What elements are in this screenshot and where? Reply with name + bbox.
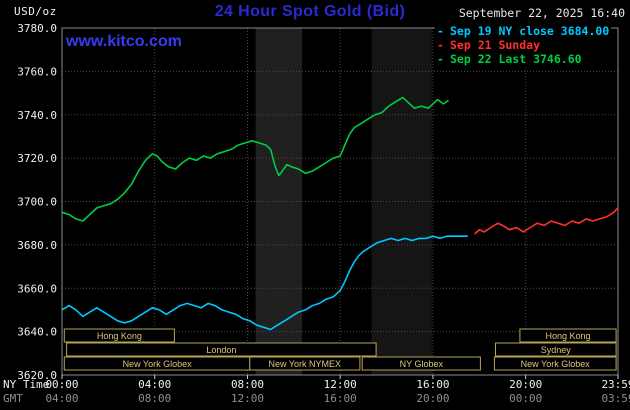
svg-text:Hong Kong: Hong Kong	[97, 331, 142, 341]
svg-text:08:00: 08:00	[231, 378, 264, 391]
svg-text:3660.0: 3660.0	[17, 282, 57, 295]
legend-label: Sep 21 Sunday	[450, 38, 541, 52]
svg-text:Hong Kong: Hong Kong	[545, 331, 590, 341]
svg-text:08:00: 08:00	[138, 392, 171, 405]
price-line-sep19	[61, 235, 468, 331]
session-box: New York NYMEX	[249, 356, 361, 371]
legend-item: - Sep 19 NY close 3684.00	[437, 24, 609, 38]
svg-text:20:00: 20:00	[416, 392, 449, 405]
svg-text:3720.0: 3720.0	[17, 152, 57, 165]
legend-item: - Sep 22 Last 3746.60	[437, 52, 609, 66]
market-sessions: Hong Kong Hong Kong London Sydney New York G…	[63, 328, 617, 371]
svg-text:04:00: 04:00	[138, 378, 171, 391]
grid-lines	[62, 28, 618, 375]
svg-text:Sydney: Sydney	[541, 345, 572, 355]
datetime-label: September 22, 2025 16:40	[458, 6, 625, 20]
legend-dash-icon: -	[437, 52, 444, 66]
kitco-watermark-link[interactable]: www.kitco.com	[66, 33, 182, 50]
svg-text:12:00: 12:00	[231, 392, 264, 405]
svg-text:New York NYMEX: New York NYMEX	[269, 359, 342, 369]
legend-item: - Sep 21 Sunday	[437, 38, 609, 52]
x-axis-labels: 00:0004:0004:0008:0008:0012:0012:0016:00…	[3, 375, 630, 405]
svg-text:3780.0: 3780.0	[17, 22, 57, 35]
svg-text:04:00: 04:00	[45, 392, 78, 405]
svg-text:NY Globex: NY Globex	[400, 359, 444, 369]
svg-text:3680.0: 3680.0	[17, 239, 57, 252]
svg-text:23:59: 23:59	[601, 378, 630, 391]
y-axis-labels: 3780.0 3760.0 3740.0 3720.0 3700.0 3680.0 3660…	[17, 22, 57, 382]
svg-text:03:59: 03:59	[601, 392, 630, 405]
svg-text:New York Globex: New York Globex	[521, 359, 591, 369]
price-line-sep21	[474, 207, 619, 235]
legend-dash-icon: -	[437, 38, 444, 52]
svg-text:3620.0: 3620.0	[17, 369, 57, 382]
svg-text:16:00: 16:00	[416, 378, 449, 391]
svg-text:20:00: 20:00	[509, 378, 542, 391]
legend-dash-icon: -	[437, 24, 444, 38]
svg-text:3740.0: 3740.0	[17, 109, 57, 122]
session-box: London	[66, 342, 377, 357]
session-box: Hong Kong	[519, 328, 617, 343]
y-axis-unit-label: USD/oz	[14, 5, 57, 18]
svg-text:16:00: 16:00	[324, 392, 357, 405]
svg-text:GMT: GMT	[3, 392, 23, 405]
price-line-sep22	[61, 96, 449, 222]
svg-text:12:00: 12:00	[324, 378, 357, 391]
svg-text:3700.0: 3700.0	[17, 196, 57, 209]
svg-text:3640.0: 3640.0	[17, 326, 57, 339]
legend: - Sep 19 NY close 3684.00 - Sep 21 Sunday …	[435, 23, 612, 67]
svg-text:NY Time: NY Time	[3, 378, 49, 391]
legend-label: Sep 22 Last 3746.60	[450, 52, 582, 66]
svg-text:London: London	[206, 345, 236, 355]
session-box: Sydney	[495, 342, 617, 357]
legend-label: Sep 19 NY close 3684.00	[450, 24, 610, 38]
svg-text:New York Globex: New York Globex	[123, 359, 193, 369]
svg-text:00:00: 00:00	[509, 392, 542, 405]
chart-title: 24 Hour Spot Gold (Bid)	[214, 3, 406, 20]
session-box: New York Globex	[493, 356, 617, 371]
session-box: New York Globex	[63, 356, 251, 371]
svg-text:00:00: 00:00	[45, 378, 78, 391]
session-box: NY Globex	[361, 356, 481, 371]
svg-text:3760.0: 3760.0	[17, 65, 57, 78]
session-box: Hong Kong	[63, 328, 175, 343]
